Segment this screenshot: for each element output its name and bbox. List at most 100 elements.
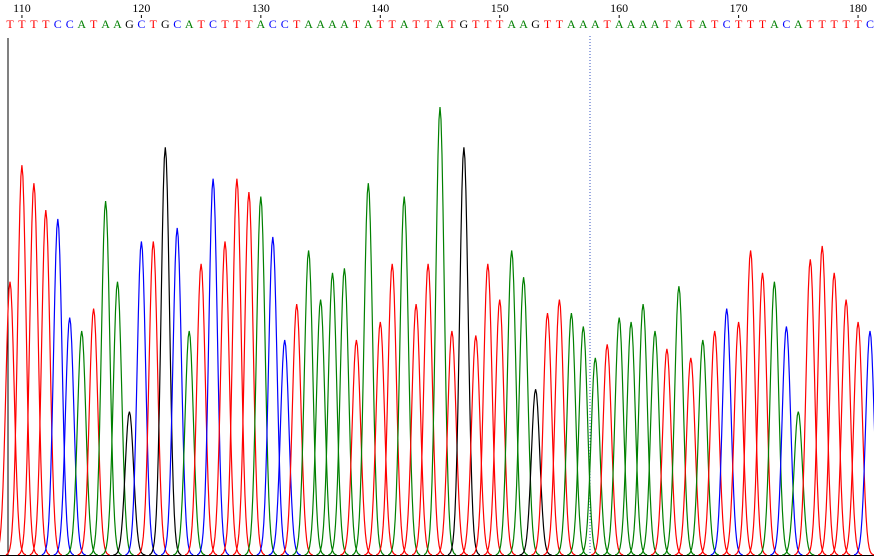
base-call: A [519,17,528,31]
peak [638,330,672,556]
base-call: A [256,17,265,31]
ruler-label: 160 [610,1,628,15]
peak [591,344,624,556]
peak [41,218,75,556]
peak [0,281,27,556]
base-call: A [185,17,194,31]
base-call: T [842,17,850,31]
base-call: T [42,17,50,31]
base-call: T [90,17,98,31]
peak [268,339,301,556]
base-call: C [723,17,731,31]
peak [29,209,63,556]
base-call: A [794,17,803,31]
ruler-label: 110 [13,1,31,15]
peak [53,317,86,556]
peak [364,321,397,556]
base-call: T [221,17,229,31]
peak [710,308,743,556]
peak [782,411,815,556]
base-call: A [436,17,445,31]
peak [5,165,39,556]
base-call: C [209,17,217,31]
base-call: T [30,17,38,31]
peak [149,147,182,556]
base-call: A [651,17,660,31]
base-call: T [544,17,552,31]
peak [208,241,242,556]
peak [758,281,791,556]
base-call: A [340,17,349,31]
peak [316,272,349,556]
base-call: T [448,17,456,31]
peak [77,308,110,556]
ruler-label: 180 [849,1,867,15]
base-call: T [377,17,385,31]
peak [698,330,731,556]
base-call: T [472,17,480,31]
peak [519,389,552,556]
peak [447,147,481,556]
base-call: A [615,17,624,31]
peak [17,183,51,556]
peak [626,304,660,556]
peak [734,250,767,556]
peak [101,281,134,556]
peak [304,299,337,556]
base-call: T [424,17,432,31]
ruler-label: 130 [252,1,270,15]
peak [292,250,325,556]
base-call: G [161,17,170,31]
peak [352,183,385,556]
base-call: A [567,17,576,31]
base-call: A [304,17,313,31]
peak [160,227,194,556]
base-call: A [77,17,86,31]
base-call: G [460,17,469,31]
base-call: A [400,17,409,31]
peak [531,313,564,556]
peak [818,272,851,556]
base-call: A [698,17,707,31]
base-call: T [819,17,827,31]
ruler-label: 140 [371,1,389,15]
peak [113,411,146,556]
base-call: T [747,17,755,31]
base-call: C [173,17,181,31]
base-call: T [245,17,253,31]
peak [435,330,469,556]
base-call: C [137,17,145,31]
base-call: A [316,17,325,31]
base-call: T [197,17,205,31]
peak [495,250,528,556]
base-call: A [579,17,588,31]
peak [220,178,254,556]
base-call: G [125,17,134,31]
base-call: C [54,17,62,31]
base-call: C [66,17,74,31]
peak [232,192,266,556]
base-call: A [364,17,373,31]
peak [483,299,516,556]
base-call: C [281,17,289,31]
base-call: T [496,17,504,31]
peak [722,321,755,556]
peak [579,357,612,556]
peak [662,286,696,556]
peak [376,263,409,556]
base-call: T [854,17,862,31]
base-call: T [711,17,719,31]
peak [471,263,504,556]
base-call: T [687,17,695,31]
peak [196,178,230,556]
base-call: A [675,17,684,31]
peak [184,263,218,556]
ruler-label: 120 [132,1,150,15]
base-call: A [328,17,337,31]
peak [244,196,277,556]
peak [603,317,636,556]
peak [829,299,863,556]
peak [65,330,98,556]
base-call: T [604,17,612,31]
